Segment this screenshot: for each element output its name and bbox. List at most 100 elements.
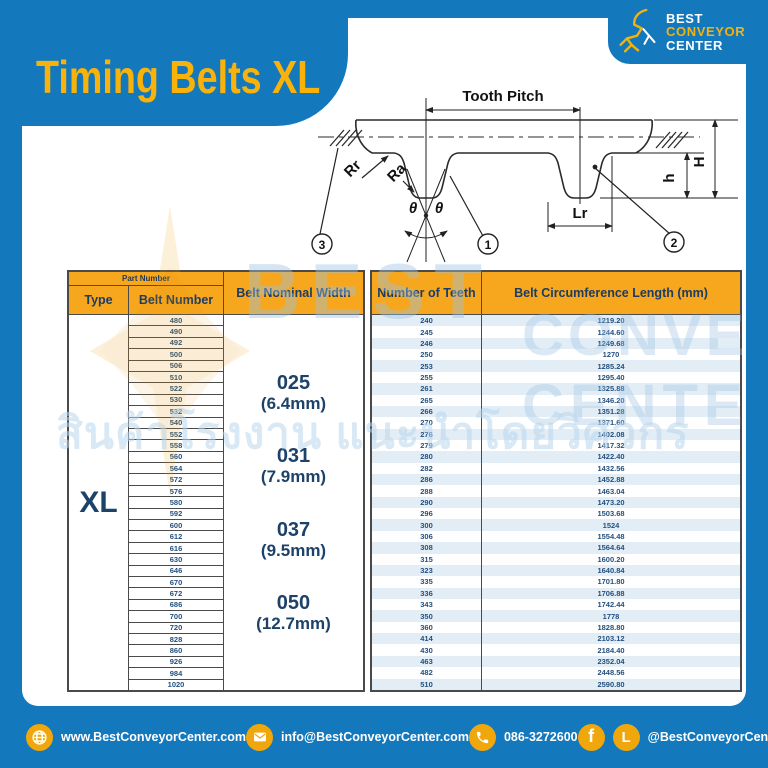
belt-number-cell: 860 bbox=[129, 645, 223, 657]
circumference-cell: 1270 bbox=[602, 350, 620, 360]
type-column-header: Type bbox=[69, 286, 129, 315]
belt-circumference-column-header: Belt Circumference Length (mm) bbox=[482, 272, 740, 315]
circumference-cell: 2184.40 bbox=[597, 645, 625, 655]
circumference-cell: 1463.04 bbox=[597, 486, 625, 496]
circumference-cell: 1249.68 bbox=[597, 338, 625, 348]
teeth-cell: 265 bbox=[372, 394, 482, 406]
teeth-cell: 510 bbox=[372, 678, 482, 690]
h-upper-label: H bbox=[691, 157, 708, 168]
teeth-cell: 279 bbox=[372, 439, 482, 452]
ra-label: Ra bbox=[384, 160, 410, 186]
circumference-cell: 1473.20 bbox=[597, 497, 625, 507]
circumference-cell: 2103.12 bbox=[597, 634, 625, 644]
belt-number-cell: 552 bbox=[129, 428, 223, 441]
table-row: 276 1402.08 bbox=[372, 428, 740, 440]
belt-number-cell: 492 bbox=[129, 337, 223, 350]
circumference-cell: 1564.64 bbox=[597, 543, 625, 553]
table-row: 308 1564.64 bbox=[372, 542, 740, 554]
width-option: 037 (9.5mm) bbox=[260, 518, 327, 560]
table-row: 240 1219.20 bbox=[372, 315, 740, 327]
belt-number-cell: 600 bbox=[129, 520, 223, 532]
table-row: 482 2448.56 bbox=[372, 667, 740, 679]
teeth-cell: 286 bbox=[372, 474, 482, 486]
belt-number-cell: 630 bbox=[129, 554, 223, 566]
logo-goat-icon bbox=[619, 8, 656, 53]
table-row: 279 1417.32 bbox=[372, 439, 740, 452]
teeth-cell: 300 bbox=[372, 519, 482, 531]
table-row: 290 1473.20 bbox=[372, 496, 740, 509]
circumference-cell: 1325.88 bbox=[597, 384, 625, 394]
belt-number-cell: 672 bbox=[129, 588, 223, 600]
teeth-cell: 276 bbox=[372, 428, 482, 440]
teeth-cell: 430 bbox=[372, 644, 482, 656]
teeth-cell: 335 bbox=[372, 576, 482, 588]
circumference-cell: 1554.48 bbox=[597, 532, 625, 541]
teeth-cell: 360 bbox=[372, 621, 482, 634]
table-row: 270 1371.60 bbox=[372, 417, 740, 429]
belt-number-cell: 612 bbox=[129, 531, 223, 543]
teeth-cell: 288 bbox=[372, 485, 482, 497]
table-row: 266 1351.28 bbox=[372, 405, 740, 418]
belt-number-cell: 500 bbox=[129, 349, 223, 361]
svg-text:2: 2 bbox=[671, 236, 678, 250]
theta-left-label: θ bbox=[409, 200, 418, 217]
circumference-cell: 1371.60 bbox=[597, 418, 625, 428]
belt-number-cell: 646 bbox=[129, 565, 223, 577]
circumference-cell: 1640.84 bbox=[597, 566, 625, 576]
belt-number-cell: 540 bbox=[129, 417, 223, 429]
circumference-cell: 1452.88 bbox=[597, 475, 625, 485]
teeth-cell: 255 bbox=[372, 371, 482, 384]
rr-label: Rr bbox=[341, 157, 365, 181]
teeth-cell: 282 bbox=[372, 462, 482, 475]
title-tab: Timing Belts XL bbox=[0, 0, 348, 126]
belt-number-column: 480 490 492 500 506 510 522 530 532 540 552 558 560 5… bbox=[129, 315, 224, 690]
belt-number-cell: 522 bbox=[129, 383, 223, 395]
teeth-cell: 350 bbox=[372, 610, 482, 622]
table-row: 463 2352.04 bbox=[372, 655, 740, 668]
circumference-cell: 1346.20 bbox=[597, 395, 625, 405]
belt-number-cell: 984 bbox=[129, 668, 223, 680]
belt-number-cell: 670 bbox=[129, 576, 223, 589]
teeth-cell: 343 bbox=[372, 598, 482, 611]
circumference-cell: 1432.56 bbox=[597, 463, 625, 473]
belt-number-cell: 720 bbox=[129, 622, 223, 634]
circumference-cell: 1351.28 bbox=[597, 407, 625, 417]
svg-text:3: 3 bbox=[319, 238, 326, 252]
circumference-cell: 1742.44 bbox=[597, 600, 625, 610]
width-option: 031 (7.9mm) bbox=[260, 445, 327, 487]
page-title: Timing Belts XL bbox=[36, 51, 321, 103]
table-row: 245 1244.60 bbox=[372, 326, 740, 338]
teeth-cell: 482 bbox=[372, 667, 482, 679]
teeth-cell: 266 bbox=[372, 405, 482, 418]
teeth-cell: 261 bbox=[372, 383, 482, 395]
teeth-cell: 336 bbox=[372, 587, 482, 599]
teeth-cell: 315 bbox=[372, 553, 482, 565]
belt-number-cell: 572 bbox=[129, 474, 223, 486]
table-row: 300 1524 bbox=[372, 519, 740, 531]
phone-icon bbox=[468, 723, 496, 751]
footer-website-link[interactable]: www.BestConveyorCenter.com bbox=[26, 723, 246, 751]
footer: www.BestConveyorCenter.com info@BestConv… bbox=[0, 706, 768, 768]
footer-email-link[interactable]: info@BestConveyorCenter.com bbox=[246, 723, 469, 751]
globe-icon bbox=[26, 723, 53, 751]
svg-text:1: 1 bbox=[485, 238, 492, 252]
footer-phone-link[interactable]: 086-3272600 bbox=[468, 723, 578, 751]
footer-social-link[interactable]: f L @BestConveyorCenter bbox=[577, 723, 768, 751]
theta-vertex-dot bbox=[423, 213, 429, 218]
facebook-icon: f bbox=[577, 723, 605, 751]
circumference-cell: 1244.60 bbox=[597, 327, 625, 337]
break-hatch-right bbox=[655, 131, 689, 149]
table-row: 430 2184.40 bbox=[372, 644, 740, 656]
teeth-cell: 246 bbox=[372, 337, 482, 350]
belt-number-cell: 558 bbox=[129, 440, 223, 452]
teeth-cell: 240 bbox=[372, 315, 482, 327]
circumference-cell: 1701.80 bbox=[597, 577, 625, 587]
part-number-header: Part Number bbox=[69, 272, 224, 286]
teeth-cell: 414 bbox=[372, 633, 482, 645]
part-number-table: Part Number Type Belt Number Belt Nomina… bbox=[67, 270, 365, 692]
table-row: 350 1778 bbox=[372, 610, 740, 622]
belt-number-cell: 592 bbox=[129, 508, 223, 521]
belt-number-cell: 616 bbox=[129, 542, 223, 555]
circumference-cell: 1828.80 bbox=[597, 622, 625, 632]
